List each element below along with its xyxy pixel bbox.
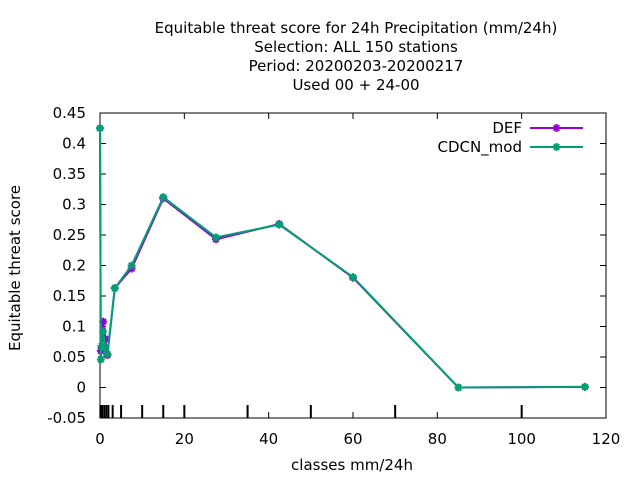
data-point-cdcn-mod [349,273,357,282]
x-tick-label: 40 [259,430,278,448]
legend-label-def: DEF [492,119,522,137]
x-tick-label: 0 [95,430,105,448]
y-tick-label: 0.3 [62,196,86,214]
legend-label-cdcn-mod: CDCN_mod [437,138,522,157]
series-line-cdcn-mod [99,128,585,389]
title-line-2: Selection: ALL 150 stations [254,38,458,56]
y-tick-label: 0.45 [53,104,86,122]
data-point-cdcn-mod [211,233,220,242]
y-tick-label: 0.05 [53,348,86,366]
data-point-cdcn-mod [97,342,106,351]
data-point-cdcn-mod [580,382,589,391]
data-point-cdcn-mod [96,355,105,364]
title-line-3: Period: 20200203-20200217 [249,57,464,75]
x-tick-label: 20 [175,430,194,448]
data-point-cdcn-mod [110,284,119,293]
y-axis: -0.05 0 0.05 0.1 0.15 0.2 0.25 0.3 0.35 0.4 0.45 [47,104,606,427]
y-tick-label: 0.1 [62,318,86,336]
class-boundary-marks [99,405,523,418]
legend-marker-def [552,124,561,132]
legend-marker-cdcn-mod [552,143,561,151]
data-point-cdcn-mod [275,220,284,229]
data-point-def [99,317,108,326]
title-line-4: Used 00 + 24-00 [292,76,419,94]
x-axis: 0 20 40 60 80 100 120 [95,113,620,448]
data-point-cdcn-mod [96,124,104,133]
y-tick-label: 0.4 [62,135,86,153]
y-tick-label: 0.15 [53,287,86,305]
y-tick-label: 0.2 [62,257,86,275]
data-point-cdcn-mod [159,193,168,202]
title-line-1: Equitable threat score for 24h Precipita… [155,19,558,37]
x-tick-label: 120 [592,430,621,448]
y-tick-label: -0.05 [47,409,86,427]
data-point-cdcn-mod [99,327,108,336]
x-tick-label: 60 [343,430,362,448]
data-point-cdcn-mod [454,383,463,392]
x-tick-label: 100 [507,430,536,448]
legend: DEF CDCN_mod [437,119,583,157]
plot-frame [99,112,607,419]
chart-title: Equitable threat score for 24h Precipita… [155,19,558,94]
y-tick-label: 0 [76,379,86,397]
data-point-cdcn-mod [101,343,110,352]
series-layer [96,124,589,392]
data-point-cdcn-mod [103,349,112,358]
data-point-cdcn-mod [127,261,136,270]
y-tick-label: 0.25 [53,226,86,244]
series-line-def [99,128,585,389]
data-point-def [101,334,110,343]
y-axis-label: Equitable threat score [6,185,24,351]
x-tick-label: 80 [428,430,447,448]
y-tick-label: 0.35 [53,165,86,183]
x-axis-label: classes mm/24h [291,456,413,474]
